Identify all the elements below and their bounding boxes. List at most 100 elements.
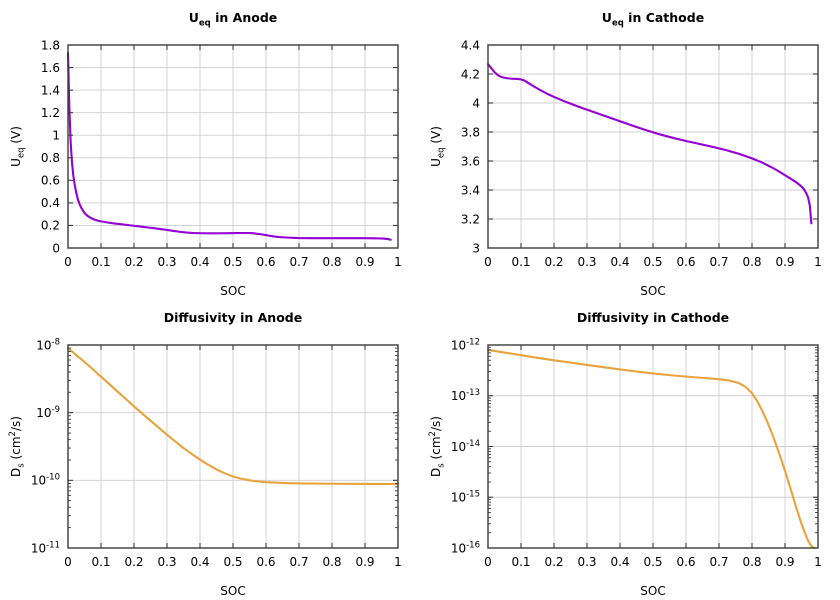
panel-ueq-cathode: Ueq in Cathode 0 0.1 0.2 0.3 0.4 0.5 0.6 0.7 0.8 0… [420, 0, 840, 300]
x-tick-label: 0.7 [709, 255, 728, 269]
plot-title: Ueq in Anode [189, 10, 278, 29]
x-tick-label: 1 [394, 255, 402, 269]
axis-ticks: 0 0.1 0.2 0.3 0.4 0.5 0.6 0.7 0.8 0.9 1 0 0.2 0.4 0.6 0… [41, 38, 402, 269]
grid-lines [488, 345, 818, 548]
x-tick-label: 0.5 [643, 555, 662, 569]
x-tick-label: 0.2 [124, 255, 143, 269]
series-line-0 [66, 347, 400, 486]
x-tick-label: 0.6 [676, 555, 695, 569]
x-tick-label: 0 [484, 255, 492, 269]
panel-diffusivity-anode: Diffusivity in Anode 0 0.1 0.2 0.3 0.4 0.5 0.6 0… [0, 300, 420, 600]
x-tick-label: 0.8 [742, 555, 761, 569]
panel-ueq-anode: Ueq in Anode 0 0.1 0.2 0.3 0.4 0.5 0.6 0.7 0.8 0.9… [0, 0, 420, 300]
grid-lines [68, 45, 398, 248]
y-tick-label: 4.4 [461, 38, 480, 52]
grid-lines [68, 345, 398, 548]
x-tick-label: 0.5 [223, 255, 242, 269]
x-tick-label: 0.4 [190, 255, 209, 269]
y-tick-label: 3.8 [461, 125, 480, 139]
x-tick-label: 0.1 [511, 555, 530, 569]
y-tick-label: 0.8 [41, 151, 60, 165]
y-tick-label: 0.6 [41, 174, 60, 188]
x-tick-label: 0.9 [355, 255, 374, 269]
y-tick-label: 10-8 [36, 337, 60, 352]
x-tick-label: 0.8 [322, 255, 341, 269]
y-tick-label: 1 [52, 129, 60, 143]
y-tick-label: 0 [52, 241, 60, 255]
axis-ticks: 0 0.1 0.2 0.3 0.4 0.5 0.6 0.7 0.8 0.9 1 10-16 10-15 1… [451, 337, 822, 569]
x-tick-label: 0.5 [643, 255, 662, 269]
x-axis-label: SOC [640, 584, 665, 598]
y-tick-label: 10-16 [451, 540, 480, 555]
x-tick-label: 0.9 [775, 255, 794, 269]
y-tick-label: 0.2 [41, 219, 60, 233]
x-tick-label: 0.9 [775, 555, 794, 569]
y-tick-label: 1.2 [41, 106, 60, 120]
x-tick-label: 0.6 [676, 255, 695, 269]
x-tick-label: 0.3 [157, 255, 176, 269]
x-tick-label: 1 [394, 555, 402, 569]
axis-ticks: 0 0.1 0.2 0.3 0.4 0.5 0.6 0.7 0.8 0.9 1 3 3.2 3.4 3.6 3… [461, 38, 822, 269]
x-tick-label: 0.8 [322, 555, 341, 569]
panel-diffusivity-cathode: Diffusivity in Cathode 0 0.1 0.2 0.3 0.4 0.5 0.… [420, 300, 840, 600]
x-axis-label: SOC [220, 584, 245, 598]
x-tick-label: 1 [814, 255, 822, 269]
y-tick-label: 1.6 [41, 61, 60, 75]
y-tick-label: 4 [472, 96, 480, 110]
y-tick-label: 1.4 [41, 83, 60, 97]
x-tick-label: 0.6 [256, 555, 275, 569]
y-axis-label: Ueq (V) [429, 126, 447, 167]
x-tick-label: 0.3 [577, 555, 596, 569]
x-tick-label: 0.1 [91, 555, 110, 569]
y-tick-label: 10-12 [451, 337, 480, 352]
x-tick-label: 0.5 [223, 555, 242, 569]
y-tick-label: 3 [472, 241, 480, 255]
chart-ueq-anode: Ueq in Anode 0 0.1 0.2 0.3 0.4 0.5 0.6 0.7 0.8 0.9… [9, 10, 402, 298]
y-tick-label: 10-14 [451, 439, 480, 454]
y-tick-label: 10-9 [36, 405, 60, 420]
x-tick-label: 0.8 [742, 255, 761, 269]
x-axis-label: SOC [220, 284, 245, 298]
y-tick-label: 10-13 [451, 388, 480, 403]
series-line-0 [486, 348, 816, 550]
x-tick-label: 0.2 [124, 555, 143, 569]
axis-ticks: 0 0.1 0.2 0.3 0.4 0.5 0.6 0.7 0.8 0.9 1 10-11 10-10 1… [31, 337, 402, 569]
x-axis-label: SOC [640, 284, 665, 298]
x-tick-label: 0 [64, 255, 72, 269]
x-tick-label: 0.4 [610, 255, 629, 269]
y-tick-label: 3.2 [461, 212, 480, 226]
x-tick-label: 0.2 [544, 255, 563, 269]
x-tick-label: 0 [484, 555, 492, 569]
x-tick-label: 0.6 [256, 255, 275, 269]
series-line-0 [66, 51, 392, 241]
x-tick-label: 0.1 [511, 255, 530, 269]
y-tick-label: 3.6 [461, 154, 480, 168]
x-tick-label: 0.7 [289, 555, 308, 569]
grid-lines [488, 45, 818, 248]
plot-title: Diffusivity in Cathode [577, 310, 729, 325]
plot-title: Diffusivity in Anode [164, 310, 302, 325]
y-tick-label: 10-15 [451, 490, 480, 505]
x-tick-label: 0.9 [355, 555, 374, 569]
y-tick-label: 10-11 [31, 540, 60, 555]
chart-diffusivity-cathode: Diffusivity in Cathode 0 0.1 0.2 0.3 0.4 0.5 0.… [428, 310, 822, 598]
x-tick-label: 0.7 [709, 555, 728, 569]
y-axis-label: Ds (cm2/s) [428, 416, 447, 477]
series-line-0 [486, 63, 813, 225]
x-tick-label: 0.4 [190, 555, 209, 569]
y-tick-label: 3.4 [461, 183, 480, 197]
y-axis-label: Ds (cm2/s) [8, 416, 27, 477]
x-tick-label: 0 [64, 555, 72, 569]
x-tick-label: 0.3 [157, 555, 176, 569]
x-tick-label: 0.7 [289, 255, 308, 269]
y-tick-label: 0.4 [41, 196, 60, 210]
x-tick-label: 0.4 [610, 555, 629, 569]
y-tick-label: 1.8 [41, 38, 60, 52]
y-tick-label: 10-10 [31, 473, 60, 488]
y-axis-label: Ueq (V) [9, 126, 27, 167]
x-tick-label: 0.3 [577, 255, 596, 269]
plot-title: Ueq in Cathode [602, 10, 704, 29]
